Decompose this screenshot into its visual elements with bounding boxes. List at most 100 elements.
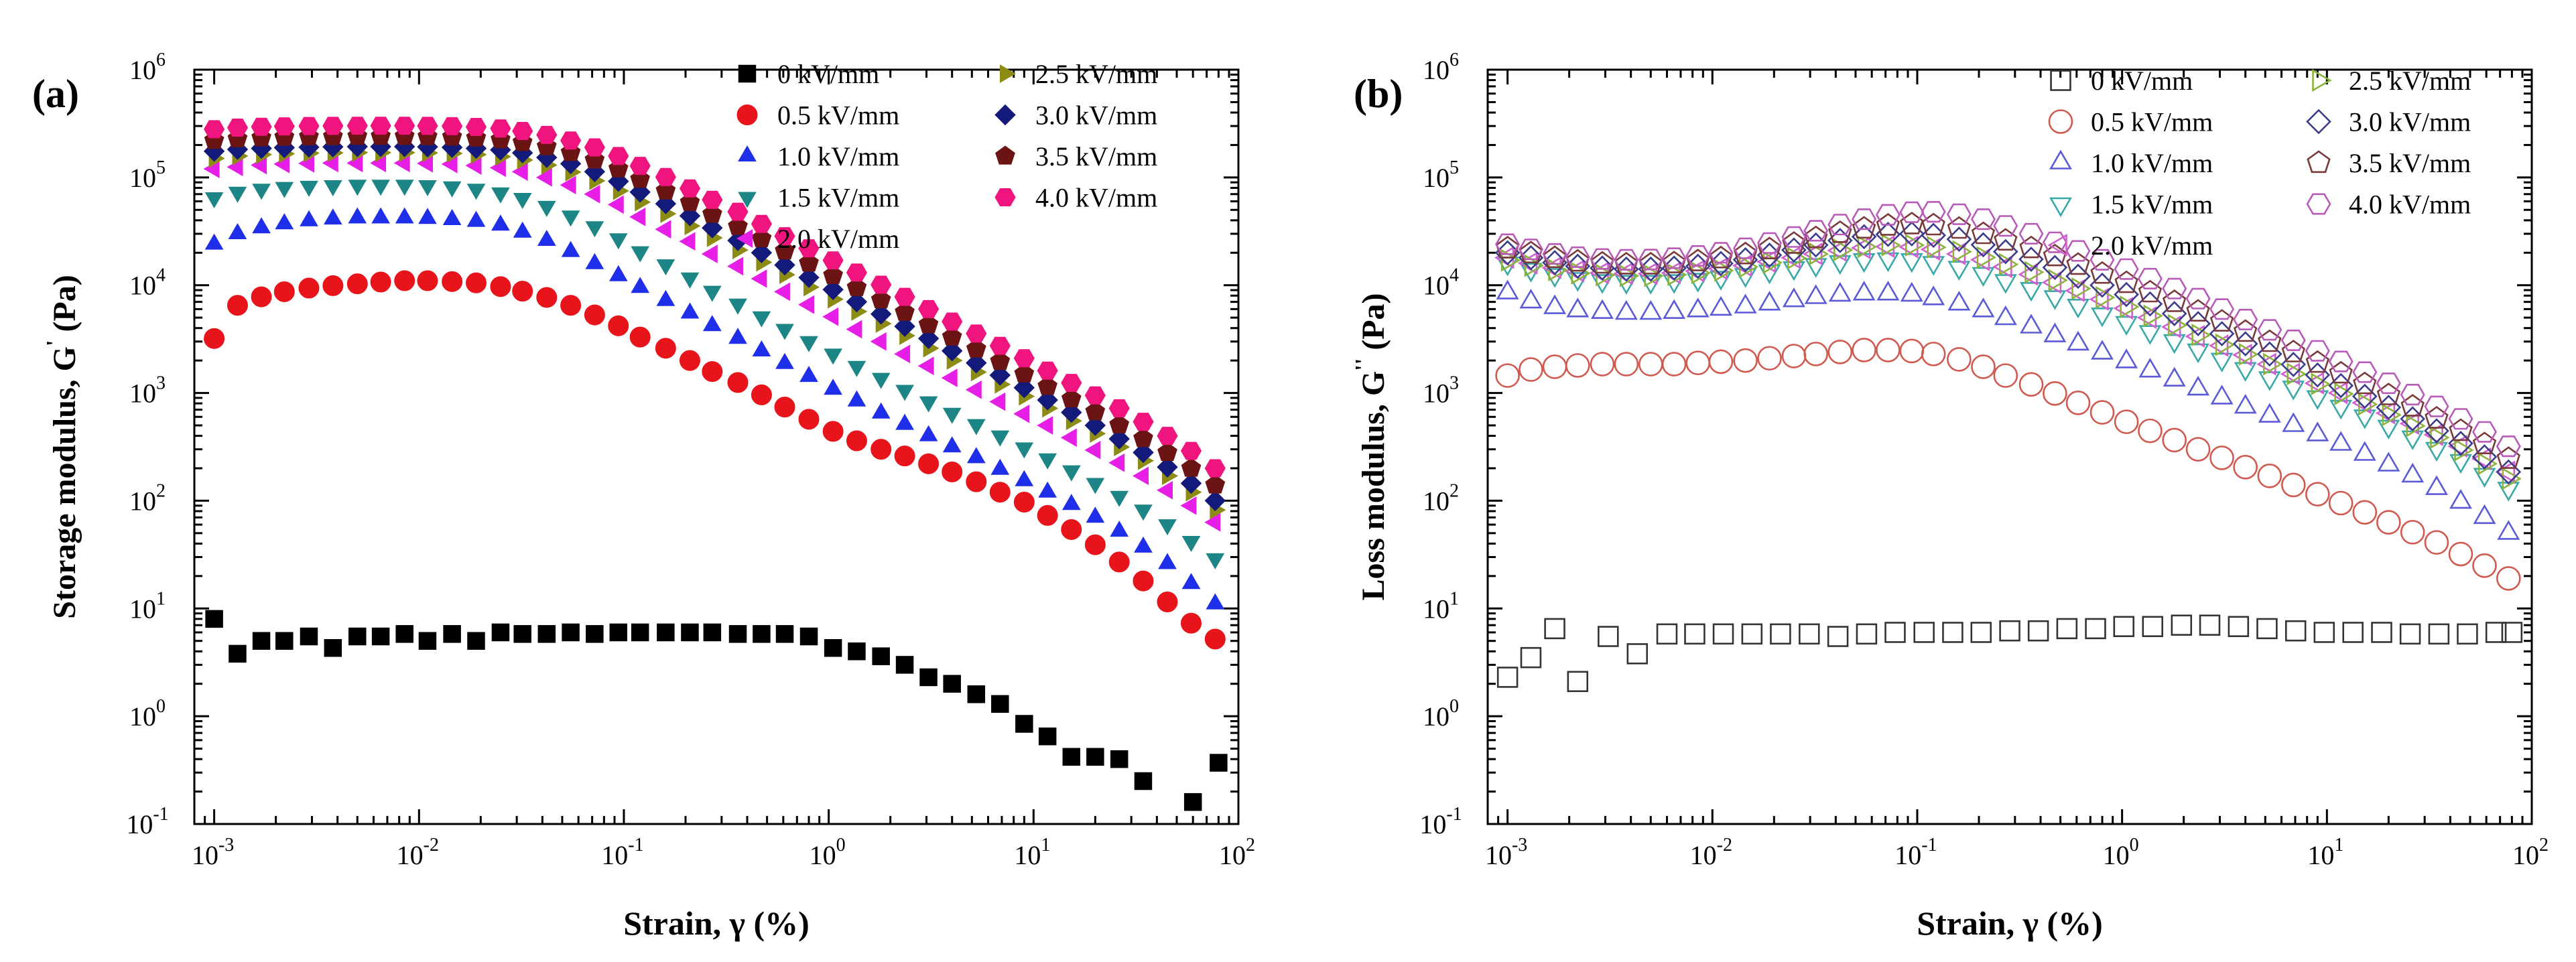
data-point xyxy=(1803,342,1829,366)
data-point xyxy=(2138,358,2162,378)
data-point xyxy=(2020,314,2043,334)
legend-label: 3.0 kV/mm xyxy=(2349,107,2471,137)
data-point xyxy=(417,117,438,135)
data-point xyxy=(1038,453,1057,470)
data-point xyxy=(798,409,820,430)
legend-marker xyxy=(738,145,757,161)
legend-item: 4.0 kV/mm xyxy=(994,183,1157,213)
data-point xyxy=(1110,490,1129,507)
data-point xyxy=(941,368,958,387)
data-point xyxy=(585,253,604,269)
tick-exponent: 4 xyxy=(1450,265,1459,286)
data-point xyxy=(822,421,844,442)
x-tick-label: 100 xyxy=(810,835,846,870)
data-point xyxy=(1757,346,1782,371)
data-point xyxy=(728,298,747,315)
data-point xyxy=(2497,520,2520,540)
data-point xyxy=(442,117,463,135)
data-point xyxy=(797,295,814,314)
data-point xyxy=(1663,299,1686,320)
x-tick-label: 101 xyxy=(2307,835,2343,870)
legend-label: 4.0 kV/mm xyxy=(1035,183,1157,213)
data-point xyxy=(631,246,650,263)
series-2.0-kv-mm xyxy=(203,153,1221,532)
data-point xyxy=(942,312,963,331)
data-point xyxy=(1662,251,1686,273)
data-point xyxy=(1084,386,1106,405)
y-tick-label: 103 xyxy=(1423,373,1459,409)
data-point xyxy=(536,287,558,308)
data-point xyxy=(1947,347,1972,372)
legend-marker xyxy=(738,64,757,83)
data-point xyxy=(1827,340,1853,364)
data-point xyxy=(655,338,676,359)
series-0.5-kv-mm xyxy=(1495,338,2521,591)
tick-base: 10 xyxy=(1690,840,1717,870)
data-point xyxy=(1500,249,1521,272)
data-point xyxy=(656,289,675,306)
x-tick-label: 10-2 xyxy=(1690,835,1732,870)
data-point xyxy=(1133,413,1154,431)
data-point xyxy=(1590,251,1614,274)
data-point xyxy=(1013,404,1030,423)
legend-item: 3.0 kV/mm xyxy=(2306,107,2471,137)
data-point xyxy=(1734,268,1757,288)
data-point xyxy=(1809,243,1829,266)
data-point xyxy=(1942,622,1963,643)
data-point xyxy=(2163,334,2186,354)
data-point xyxy=(2210,385,2234,405)
tick-exponent: 0 xyxy=(1450,696,1459,717)
tick-base: 10 xyxy=(129,55,156,85)
data-point xyxy=(2115,316,2138,336)
tick-exponent: -1 xyxy=(628,835,643,855)
x-tick-label: 10-1 xyxy=(601,835,643,870)
data-point xyxy=(2041,271,2062,294)
data-point xyxy=(990,458,1010,475)
data-point xyxy=(775,240,795,260)
data-point xyxy=(2263,352,2283,376)
data-point xyxy=(370,117,391,135)
data-point xyxy=(2233,454,2258,480)
data-point xyxy=(324,638,342,657)
data-point xyxy=(2233,308,2258,331)
data-point xyxy=(513,625,531,643)
data-point xyxy=(847,390,866,407)
data-point xyxy=(1758,291,1781,311)
data-point xyxy=(655,167,676,186)
data-point xyxy=(751,214,772,233)
data-point xyxy=(491,623,510,642)
tick-exponent: 0 xyxy=(2130,835,2139,855)
legend-item: 0 kV/mm xyxy=(738,59,879,89)
data-point xyxy=(871,289,891,309)
data-point xyxy=(1181,612,1202,634)
data-point xyxy=(2306,390,2329,410)
tick-base: 10 xyxy=(1894,840,1921,870)
data-point xyxy=(1875,204,1901,226)
data-point xyxy=(2209,298,2235,320)
data-point xyxy=(1639,299,1663,320)
tick-exponent: 1 xyxy=(1041,835,1050,855)
data-point xyxy=(1970,622,1992,643)
data-point xyxy=(609,623,628,642)
data-point xyxy=(1180,496,1197,515)
data-point xyxy=(1495,235,1520,259)
data-point xyxy=(2065,240,2091,262)
data-point xyxy=(491,214,510,231)
data-point xyxy=(629,326,651,348)
data-point xyxy=(1972,267,1995,287)
y-axis-label-unit: (Pa) xyxy=(1356,293,1391,358)
data-point xyxy=(1519,357,1543,382)
data-point xyxy=(870,303,892,325)
data-point xyxy=(1971,221,1996,245)
data-point xyxy=(1827,238,1847,262)
data-point xyxy=(1970,208,1996,230)
data-point xyxy=(2425,441,2448,462)
data-point xyxy=(2085,618,2106,640)
data-point xyxy=(1110,750,1129,768)
legend-label: 1.0 kV/mm xyxy=(2091,148,2213,178)
legend-label: 3.0 kV/mm xyxy=(1035,100,1157,131)
data-point xyxy=(348,180,367,196)
data-point xyxy=(2258,371,2281,391)
y-tick-label: 105 xyxy=(129,157,166,193)
data-point xyxy=(846,291,868,313)
